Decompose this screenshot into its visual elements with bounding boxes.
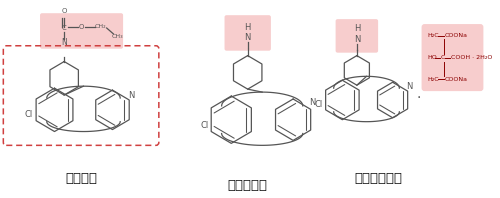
Text: ·: ·: [416, 91, 421, 105]
Text: C: C: [62, 25, 66, 31]
Text: COONa: COONa: [445, 77, 468, 82]
Text: Cl: Cl: [200, 121, 208, 130]
FancyBboxPatch shape: [422, 24, 484, 91]
Text: Cl: Cl: [24, 110, 32, 119]
Text: COONa: COONa: [445, 33, 468, 38]
Text: COOH · 2H₂O: COOH · 2H₂O: [450, 55, 492, 60]
Text: N: N: [354, 35, 360, 44]
Text: Cl: Cl: [314, 100, 322, 109]
Text: 氯雷他定: 氯雷他定: [66, 172, 98, 185]
Text: H₂C: H₂C: [428, 33, 439, 38]
Text: N: N: [128, 90, 135, 100]
Text: N: N: [62, 38, 67, 47]
Text: O: O: [79, 24, 84, 30]
FancyBboxPatch shape: [224, 15, 271, 51]
Text: H: H: [354, 25, 360, 33]
Text: HO: HO: [428, 55, 437, 60]
Text: N: N: [406, 82, 412, 91]
Text: O: O: [62, 8, 67, 14]
Text: CH₂: CH₂: [95, 24, 106, 29]
Text: 地氯雷他定: 地氯雷他定: [228, 179, 268, 192]
FancyBboxPatch shape: [336, 19, 378, 53]
Text: 枸地氯雷他定: 枸地氯雷他定: [354, 172, 402, 185]
Text: C: C: [441, 55, 446, 60]
Text: N: N: [309, 98, 316, 108]
Text: CH₃: CH₃: [112, 34, 123, 39]
Text: H: H: [244, 23, 251, 31]
Text: N: N: [244, 33, 251, 42]
FancyBboxPatch shape: [40, 13, 123, 49]
Text: H₂C: H₂C: [428, 77, 439, 82]
